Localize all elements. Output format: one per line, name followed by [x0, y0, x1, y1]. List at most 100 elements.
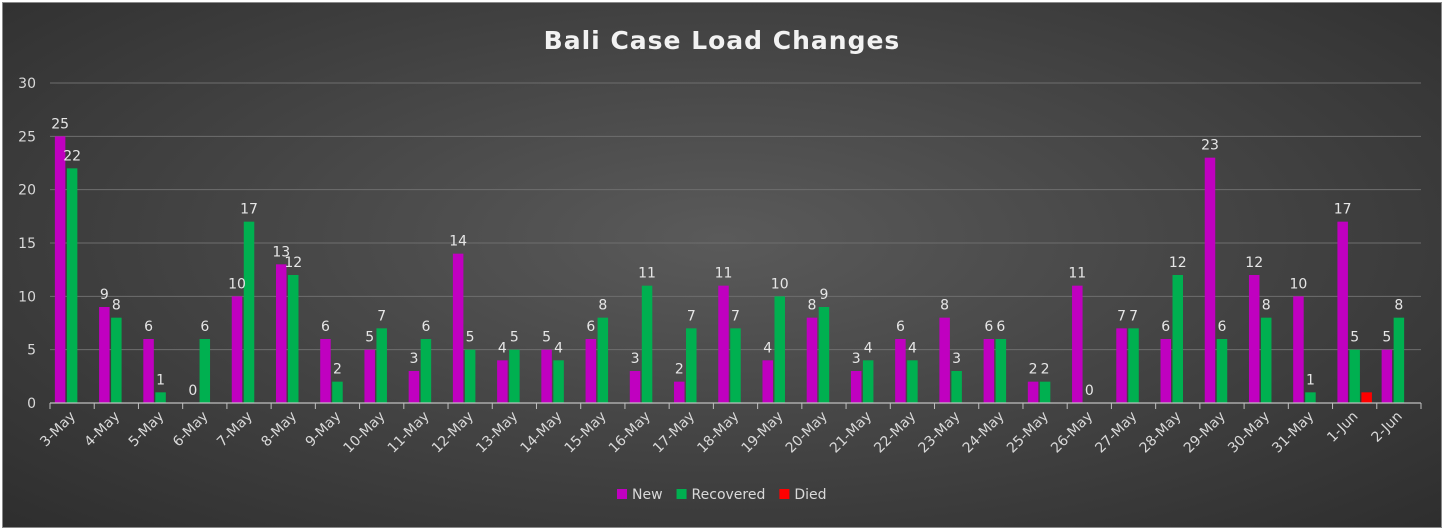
bar-recovered-11-May — [420, 339, 432, 403]
bar-new-21-May — [850, 371, 862, 403]
x-tick-label: 5-May — [126, 409, 168, 451]
data-label-new-20-May: 8 — [807, 298, 816, 314]
bar-new-9-May — [320, 339, 331, 403]
data-label-new-4-May: 9 — [100, 287, 109, 303]
x-tick-label: 18-May — [694, 409, 742, 457]
x-tick-label: 27-May — [1092, 409, 1140, 457]
data-label-new-16-May: 3 — [631, 351, 640, 367]
bar-recovered-8-May — [287, 275, 299, 403]
chart-title: Bali Case Load Changes — [544, 26, 901, 55]
bar-new-12-May — [452, 253, 464, 403]
bars — [54, 136, 1405, 404]
bar-new-26-May — [1072, 285, 1083, 403]
bar-recovered-15-May — [597, 317, 609, 403]
bar-recovered-16-May — [641, 285, 653, 403]
data-label-new-25-May: 2 — [1029, 362, 1038, 378]
bar-recovered-10-May — [376, 328, 387, 403]
x-tick-label: 29-May — [1181, 409, 1229, 457]
legend-swatch-died — [779, 489, 790, 499]
data-label-recovered-19-May: 10 — [771, 276, 789, 292]
bar-new-18-May — [718, 285, 729, 403]
bar-recovered-28-May — [1172, 275, 1184, 403]
bar-new-8-May — [275, 264, 287, 403]
bar-died-1-Jun — [1361, 392, 1372, 403]
legend-label-recovered: Recovered — [692, 487, 766, 503]
bar-new-19-May — [762, 360, 773, 403]
y-tick-label: 15 — [18, 236, 36, 252]
x-tick-label: 17-May — [650, 409, 698, 457]
data-label-recovered-25-May: 2 — [1041, 362, 1050, 378]
x-tick-label: 28-May — [1137, 409, 1185, 457]
y-tick-label: 25 — [18, 129, 36, 145]
x-axis: 3-May 4-May 5-May 6-May 7-May 8-May 9-May10-Ma… — [37, 402, 1422, 457]
x-tick-label: 10-May — [341, 409, 389, 457]
data-label-recovered-5-May: 1 — [156, 372, 165, 388]
data-label-new-19-May: 4 — [763, 340, 772, 356]
y-tick-label: 5 — [27, 343, 36, 359]
data-label-new-28-May: 6 — [1161, 319, 1170, 335]
bar-new-30-May — [1248, 275, 1260, 403]
bar-new-3-May — [54, 136, 66, 404]
bar-new-13-May — [497, 360, 508, 403]
x-tick-label: 11-May — [385, 409, 433, 457]
bar-new-25-May — [1027, 381, 1039, 403]
bar-new-16-May — [629, 371, 641, 403]
bar-new-23-May — [939, 317, 950, 403]
x-tick-label: 13-May — [473, 409, 521, 457]
y-tick-label: 0 — [27, 396, 36, 412]
legend-swatch-new — [617, 489, 627, 499]
bar-new-29-May — [1204, 157, 1216, 403]
data-label-new-23-May: 8 — [940, 298, 949, 314]
data-label-new-31-May: 10 — [1290, 276, 1308, 292]
data-label-new-1-Jun: 17 — [1334, 202, 1352, 218]
bar-new-5-May — [143, 339, 154, 403]
legend-label-died: Died — [794, 487, 826, 503]
legend: New Recovered Died — [617, 487, 827, 503]
data-label-recovered-15-May: 8 — [598, 298, 607, 314]
data-label-recovered-21-May: 4 — [864, 340, 873, 356]
bar-new-20-May — [806, 317, 818, 403]
data-label-recovered-14-May: 4 — [554, 340, 563, 356]
bar-new-7-May — [231, 296, 243, 403]
data-label-recovered-3-May: 22 — [63, 148, 81, 164]
x-tick-label: 8-May — [258, 409, 300, 451]
data-label-recovered-9-May: 2 — [333, 362, 342, 378]
x-tick-label: 23-May — [916, 409, 964, 457]
bar-new-27-May — [1116, 328, 1127, 403]
x-tick-label: 26-May — [1048, 409, 1096, 457]
data-label-new-21-May: 3 — [852, 351, 861, 367]
bar-recovered-18-May — [730, 328, 741, 403]
x-tick-label: 1-Jun — [1324, 409, 1361, 446]
x-tick-label: 21-May — [827, 409, 875, 457]
data-label-new-17-May: 2 — [675, 362, 684, 378]
data-label-new-2-Jun: 5 — [1382, 330, 1391, 346]
data-label-new-5-May: 6 — [144, 319, 153, 335]
data-label-recovered-7-May: 17 — [240, 202, 258, 218]
data-label-recovered-20-May: 9 — [819, 287, 828, 303]
data-label-recovered-12-May: 5 — [466, 330, 475, 346]
x-tick-label: 16-May — [606, 409, 654, 457]
data-label-new-12-May: 14 — [449, 234, 467, 250]
bar-recovered-29-May — [1216, 339, 1228, 403]
data-label-new-29-May: 23 — [1201, 138, 1219, 154]
data-label-recovered-18-May: 7 — [731, 308, 740, 324]
x-tick-label: 15-May — [562, 409, 610, 457]
bar-recovered-19-May — [774, 296, 785, 403]
data-label-new-13-May: 4 — [498, 340, 507, 356]
x-tick-label: 20-May — [783, 409, 831, 457]
data-label-recovered-28-May: 12 — [1169, 255, 1187, 271]
x-tick-label: 14-May — [517, 409, 565, 457]
data-label-recovered-16-May: 11 — [638, 266, 656, 282]
y-tick-label: 10 — [18, 289, 36, 305]
x-tick-label: 31-May — [1269, 409, 1317, 457]
bar-recovered-30-May — [1260, 317, 1272, 403]
data-label-new-10-May: 5 — [365, 330, 374, 346]
bar-new-31-May — [1293, 296, 1304, 403]
data-label-recovered-22-May: 4 — [908, 340, 917, 356]
bar-recovered-7-May — [243, 221, 255, 403]
bar-recovered-2-Jun — [1393, 317, 1405, 403]
bar-new-10-May — [364, 349, 375, 403]
data-label-recovered-24-May: 6 — [996, 319, 1005, 335]
